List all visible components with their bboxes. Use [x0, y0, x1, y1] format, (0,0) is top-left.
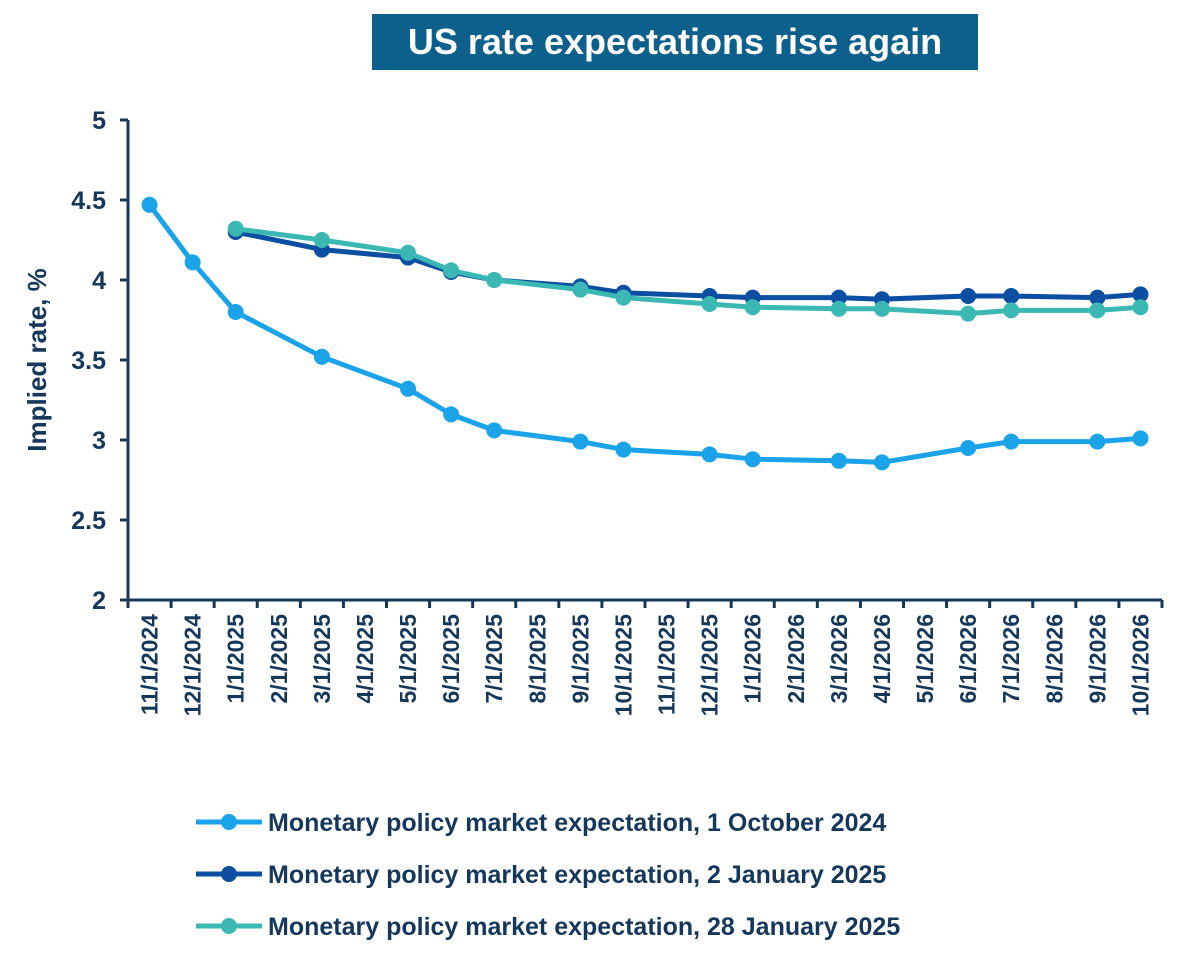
- series-2: [227, 224, 1149, 308]
- x-tick-label: 10/1/2026: [1127, 614, 1153, 716]
- x-tick-label: 8/1/2025: [524, 614, 550, 704]
- x-tick-label: 5/1/2026: [912, 614, 938, 704]
- data-point: [572, 433, 589, 450]
- data-point: [1132, 286, 1149, 303]
- data-point: [960, 305, 977, 322]
- series-line: [233, 229, 1143, 302]
- legend-item: Monetary policy market expectation, 28 J…: [196, 913, 900, 941]
- data-point: [1089, 289, 1106, 306]
- x-tick-label: 12/1/2024: [180, 614, 206, 717]
- x-tick-label: 9/1/2026: [1084, 614, 1110, 704]
- x-tick-label: 5/1/2025: [395, 614, 421, 704]
- x-tick-label: 9/1/2025: [567, 614, 593, 704]
- series-1: [141, 196, 1149, 471]
- data-point: [701, 446, 718, 463]
- data-point: [830, 289, 847, 306]
- series-line: [233, 226, 1143, 317]
- chart-title: US rate expectations rise again: [372, 14, 978, 70]
- y-tick-label: 5: [92, 107, 106, 135]
- y-tick-label: 4: [92, 267, 106, 295]
- data-point: [443, 406, 460, 423]
- data-point: [1003, 433, 1020, 450]
- x-tick-label: 7/1/2026: [998, 614, 1024, 704]
- x-tick-label: 6/1/2026: [955, 614, 981, 704]
- series-group: [141, 196, 1149, 471]
- legend-swatch-marker: [221, 866, 237, 882]
- x-tick-label: 11/1/2024: [137, 614, 163, 715]
- legend: Monetary policy market expectation, 1 Oc…: [196, 809, 900, 941]
- data-point: [873, 300, 890, 317]
- x-tick-label: 4/1/2025: [352, 614, 378, 704]
- data-point: [1132, 430, 1149, 447]
- y-axis: 2 2.5 3 3.5 4 4.5 5: [71, 107, 130, 615]
- y-tick-label: 3.5: [71, 347, 106, 375]
- x-tick-label: 10/1/2025: [610, 614, 636, 717]
- legend-label: Monetary policy market expectation, 28 J…: [268, 913, 900, 941]
- data-point: [960, 288, 977, 304]
- data-point: [486, 422, 503, 439]
- legend-label: Monetary policy market expectation, 1 Oc…: [268, 809, 886, 837]
- data-point: [960, 440, 977, 456]
- legend-swatch-marker: [221, 918, 237, 934]
- y-tick-label: 4.5: [71, 187, 106, 215]
- data-point: [486, 272, 503, 288]
- x-tick-label: 3/1/2025: [309, 614, 335, 704]
- data-point: [615, 289, 632, 306]
- legend-label: Monetary policy market expectation, 2 Ja…: [268, 861, 886, 889]
- x-tick-label: 3/1/2026: [826, 614, 852, 704]
- data-point: [227, 304, 244, 320]
- legend-swatch-marker: [221, 814, 237, 830]
- y-axis-label: Implied rate, %: [22, 268, 52, 452]
- x-tick-label: 11/1/2025: [654, 614, 680, 715]
- data-point: [227, 220, 244, 237]
- data-point: [1003, 302, 1020, 319]
- data-point: [744, 451, 761, 468]
- x-tick-label: 2/1/2025: [266, 614, 292, 704]
- legend-item: Monetary policy market expectation, 1 Oc…: [196, 809, 886, 837]
- data-point: [572, 281, 589, 298]
- data-point: [615, 441, 632, 458]
- x-tick-label: 8/1/2026: [1041, 614, 1067, 704]
- data-point: [1089, 302, 1106, 319]
- data-point: [184, 254, 201, 271]
- y-tick-label: 2: [92, 587, 106, 615]
- data-point: [1089, 433, 1106, 450]
- data-point: [744, 299, 761, 316]
- data-point: [1003, 288, 1020, 304]
- legend-item: Monetary policy market expectation, 2 Ja…: [196, 861, 886, 889]
- x-tick-label: 1/1/2026: [740, 614, 766, 704]
- data-point: [1132, 299, 1149, 316]
- data-point: [701, 296, 718, 312]
- data-point: [873, 454, 890, 471]
- y-tick-label: 2.5: [71, 507, 106, 535]
- x-tick-label: 1/1/2025: [223, 614, 249, 704]
- data-point: [400, 380, 417, 397]
- data-point: [830, 452, 847, 469]
- data-point: [830, 300, 847, 317]
- series-3: [227, 220, 1149, 322]
- data-point: [141, 196, 158, 213]
- data-point: [400, 244, 417, 261]
- x-tick-label: 4/1/2026: [869, 614, 895, 704]
- y-tick-label: 3: [92, 427, 106, 455]
- data-point: [443, 262, 460, 279]
- x-tick-label: 2/1/2026: [783, 614, 809, 704]
- x-tick-label: 12/1/2025: [697, 614, 723, 717]
- data-point: [313, 232, 330, 248]
- x-tick-label: 7/1/2025: [481, 614, 507, 704]
- data-point: [313, 348, 330, 365]
- x-tick-label: 6/1/2025: [438, 614, 464, 704]
- x-axis: 11/1/2024 12/1/2024 1/1/2025 2/1/2025 3/1/20…: [126, 598, 1164, 717]
